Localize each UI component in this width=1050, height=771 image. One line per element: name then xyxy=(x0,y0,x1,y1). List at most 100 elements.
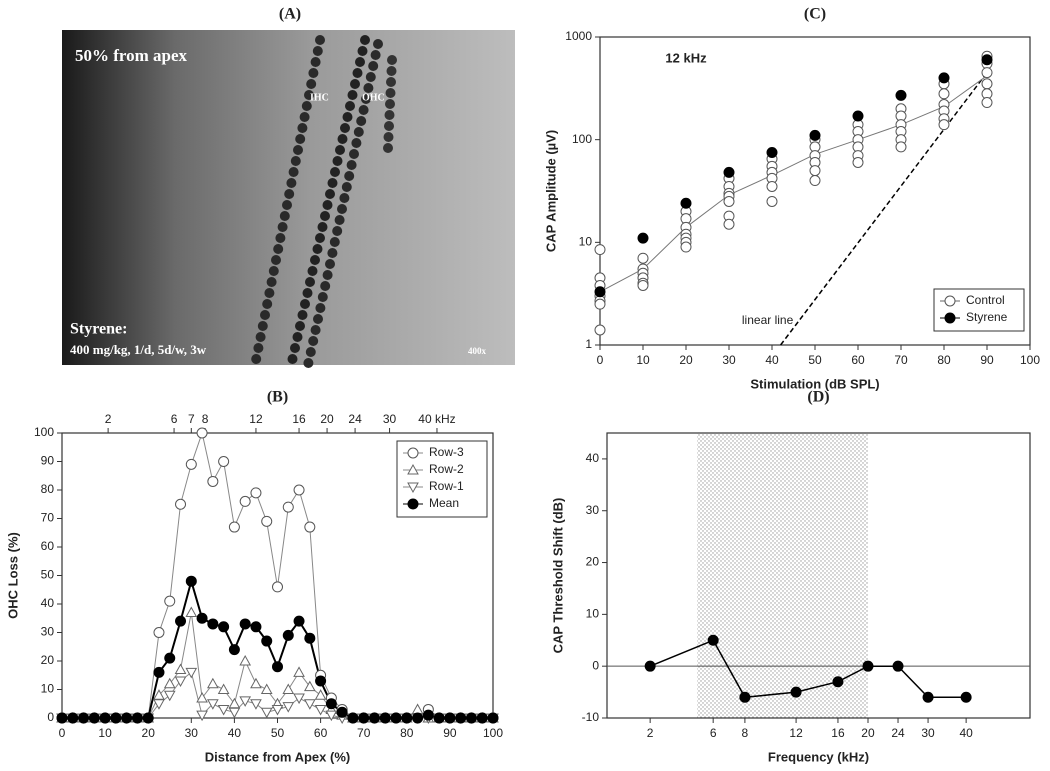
ohc-cell xyxy=(384,121,394,131)
ohc-cell xyxy=(317,292,328,302)
ohc-cell xyxy=(305,277,315,287)
x-tick-label: 100 xyxy=(1020,353,1040,367)
marker xyxy=(922,691,934,703)
marker xyxy=(465,712,477,724)
ohc-cell xyxy=(357,46,368,56)
y-tick-label: 30 xyxy=(586,503,600,517)
marker xyxy=(852,156,864,168)
ohc-cell xyxy=(346,160,357,170)
marker xyxy=(637,232,649,244)
ihc-cell xyxy=(304,90,314,100)
top-tick-label: 6 xyxy=(171,412,178,426)
y-tick-label: 10 xyxy=(41,682,55,696)
ohc-cell xyxy=(342,112,353,122)
marker xyxy=(228,521,240,533)
top-tick-label: 40 kHz xyxy=(418,412,455,426)
legend-label: Control xyxy=(966,293,1005,307)
marker xyxy=(239,654,252,666)
marker xyxy=(175,615,187,627)
ihc-cell xyxy=(253,343,264,353)
magnification-label: 400x xyxy=(468,346,487,356)
y-tick-label: 1000 xyxy=(565,29,592,43)
marker xyxy=(78,712,90,724)
marker xyxy=(218,456,230,467)
marker xyxy=(282,702,295,713)
x-tick-label: 16 xyxy=(831,726,845,740)
x-tick-label: 80 xyxy=(937,353,951,367)
legend-marker xyxy=(944,295,956,307)
ohc-cell xyxy=(385,99,395,109)
marker xyxy=(809,175,821,187)
micrograph-panel: (A) 50% from apex IHC OHC Styrene: 400 m… xyxy=(62,6,515,368)
ohc-cell xyxy=(349,149,359,159)
marker xyxy=(766,195,778,207)
marker xyxy=(282,501,294,513)
x-axis-label: Frequency (kHz) xyxy=(768,749,869,764)
ohc-cell xyxy=(386,77,396,87)
ohc-label: OHC xyxy=(362,92,385,103)
marker xyxy=(228,644,240,656)
marker xyxy=(228,707,241,719)
marker xyxy=(196,692,208,703)
ohc-cell xyxy=(303,358,314,368)
marker xyxy=(809,129,821,141)
ihc-cell xyxy=(284,189,295,199)
ohc-cell xyxy=(310,325,321,335)
ihc-cell xyxy=(257,321,268,331)
ohc-cell xyxy=(312,244,323,254)
x-tick-label: 30 xyxy=(921,726,935,740)
y-tick-label: 20 xyxy=(41,653,55,667)
marker xyxy=(175,498,187,510)
marker xyxy=(153,699,165,710)
marker xyxy=(723,195,735,207)
marker xyxy=(207,475,219,487)
y-tick-label: 10 xyxy=(586,607,600,621)
marker xyxy=(938,119,950,131)
marker xyxy=(260,683,273,694)
x-tick-label: 24 xyxy=(891,726,905,740)
marker xyxy=(293,615,305,627)
series-line xyxy=(62,577,493,719)
ohc-cell xyxy=(317,222,328,232)
ohc-cell xyxy=(330,167,340,177)
ihc-cell xyxy=(315,35,325,45)
y-tick-label: 1 xyxy=(585,337,592,351)
ohc-cell xyxy=(337,134,348,144)
ihc-cell xyxy=(266,277,277,287)
ohc-cell xyxy=(383,143,393,153)
ohc-cell xyxy=(292,332,303,342)
x-tick-label: 10 xyxy=(98,726,112,740)
marker xyxy=(487,712,499,724)
reference-line xyxy=(780,72,988,346)
panel-label: (D) xyxy=(807,389,829,406)
ohc-cell xyxy=(302,288,313,298)
y-tick-label: 10 xyxy=(579,235,593,249)
marker xyxy=(412,712,424,724)
y-tick-label: 0 xyxy=(592,658,599,672)
marker xyxy=(336,706,348,718)
y-tick-label: 40 xyxy=(41,596,55,610)
x-tick-label: 80 xyxy=(400,726,414,740)
x-axis-label: Stimulation (dB SPL) xyxy=(750,376,879,391)
marker xyxy=(315,675,327,687)
legend-label: Row-2 xyxy=(429,462,464,476)
ihc-cell xyxy=(273,244,284,254)
x-tick-label: 70 xyxy=(357,726,371,740)
marker xyxy=(358,712,370,724)
ohc-cell xyxy=(310,255,320,265)
marker xyxy=(303,699,316,710)
marker xyxy=(239,495,251,507)
top-tick-label: 7 xyxy=(188,412,195,426)
ihc-cell xyxy=(277,222,288,232)
x-tick-label: 50 xyxy=(271,726,285,740)
legend-label: Row-3 xyxy=(429,445,464,459)
marker xyxy=(217,704,230,716)
marker xyxy=(164,652,176,664)
marker xyxy=(293,693,305,705)
marker xyxy=(261,515,273,527)
marker xyxy=(174,663,187,675)
marker xyxy=(433,712,445,724)
marker xyxy=(250,699,262,710)
ohc-cell xyxy=(290,343,300,353)
ohc-cell xyxy=(320,281,331,291)
